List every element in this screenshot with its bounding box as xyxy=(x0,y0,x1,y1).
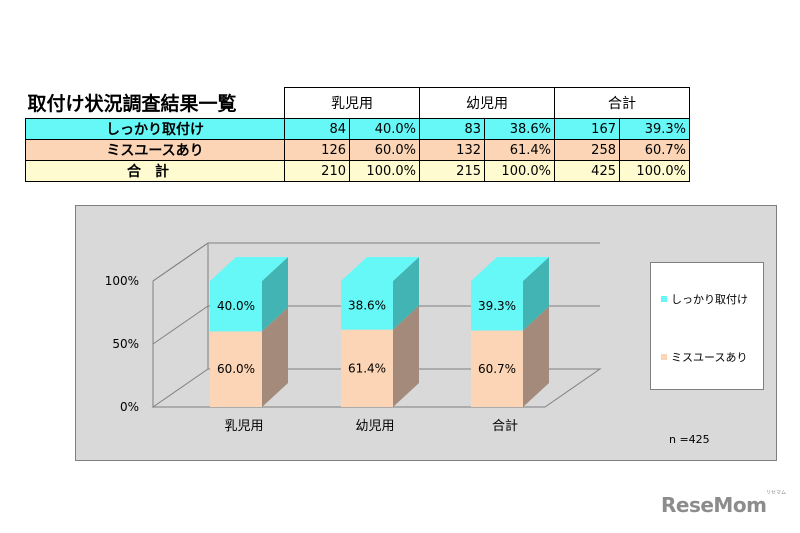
y-tick-label: 100% xyxy=(105,274,139,288)
sample-size-note: n =425 xyxy=(669,433,710,446)
group-header-total: 合計 xyxy=(554,87,690,119)
table-cell: 83 xyxy=(419,118,485,140)
bar-segment-side xyxy=(262,257,288,332)
table-cell: 84 xyxy=(284,118,350,140)
summary-table: 取付け状況調査結果一覧 乳児用 幼児用 合計 しっかり取付け 84 40.0% … xyxy=(25,87,690,182)
table-cell: 215 xyxy=(419,160,485,182)
table-cell: 126 xyxy=(284,139,350,161)
table-cell: 132 xyxy=(419,139,485,161)
legend-label: しっかり取付け xyxy=(671,293,748,306)
table-cell: 100.0% xyxy=(619,160,690,182)
legend-label: ミスユースあり xyxy=(671,351,748,364)
data-label: 38.6% xyxy=(348,298,386,312)
bar-segment-side xyxy=(523,257,549,331)
bar-segment-side xyxy=(393,305,419,407)
row-label: しっかり取付け xyxy=(25,118,285,140)
bar-segment-side xyxy=(262,307,288,407)
bar-segment xyxy=(210,281,262,332)
chart-legend: しっかり取付け ミスユースあり xyxy=(650,262,764,390)
data-label: 60.0% xyxy=(217,362,255,376)
bar-segment-side xyxy=(393,257,419,330)
table-header-row: 取付け状況調査結果一覧 乳児用 幼児用 合計 xyxy=(26,87,690,119)
row-label: ミスユースあり xyxy=(25,139,285,161)
table-cell: 167 xyxy=(554,118,620,140)
table-cell: 210 xyxy=(284,160,350,182)
y-tick-label: 0% xyxy=(120,400,139,414)
data-label: 60.7% xyxy=(478,362,516,376)
data-label: 40.0% xyxy=(217,299,255,313)
bar-segment xyxy=(210,331,262,407)
group-header-infant: 乳児用 xyxy=(284,87,420,119)
bar-top-face xyxy=(471,257,549,281)
bar-top-face xyxy=(341,257,419,281)
bar-segment xyxy=(471,281,523,331)
bar-segment xyxy=(341,329,393,407)
table-cell: 38.6% xyxy=(484,118,555,140)
x-tick-label: 幼児用 xyxy=(355,419,394,434)
gridline xyxy=(152,305,600,345)
data-label: 39.3% xyxy=(478,299,516,313)
group-header-child: 幼児用 xyxy=(419,87,555,119)
legend-swatch-cyan xyxy=(661,296,667,302)
resemom-logo-sub: リセマム xyxy=(766,490,787,496)
legend-item: しっかり取付け xyxy=(661,291,748,307)
x-tick-label: 合計 xyxy=(492,418,518,434)
x-tick-label: 乳児用 xyxy=(224,419,263,434)
table-cell: 60.0% xyxy=(349,139,420,161)
chart-floor xyxy=(151,368,602,408)
gridline xyxy=(152,242,600,282)
table-row: 合計 210 100.0% 215 100.0% 425 100.0% xyxy=(25,160,690,182)
y-tick-label: 50% xyxy=(112,337,139,351)
bar-segment xyxy=(341,281,393,330)
bar-segment-side xyxy=(523,306,549,407)
resemom-logo: ReseMom xyxy=(661,493,767,517)
bar-top-face xyxy=(210,257,288,281)
table-title: 取付け状況調査結果一覧 xyxy=(27,93,237,116)
row-label: 合計 xyxy=(25,160,285,182)
table-cell: 100.0% xyxy=(484,160,555,182)
legend-item: ミスユースあり xyxy=(661,349,747,365)
table-row: ミスユースあり 126 60.0% 132 61.4% 258 60.7% xyxy=(25,139,690,161)
bar-segment xyxy=(471,330,523,407)
legend-swatch-peach xyxy=(661,354,667,360)
data-label: 61.4% xyxy=(348,361,386,375)
table-cell: 40.0% xyxy=(349,118,420,140)
